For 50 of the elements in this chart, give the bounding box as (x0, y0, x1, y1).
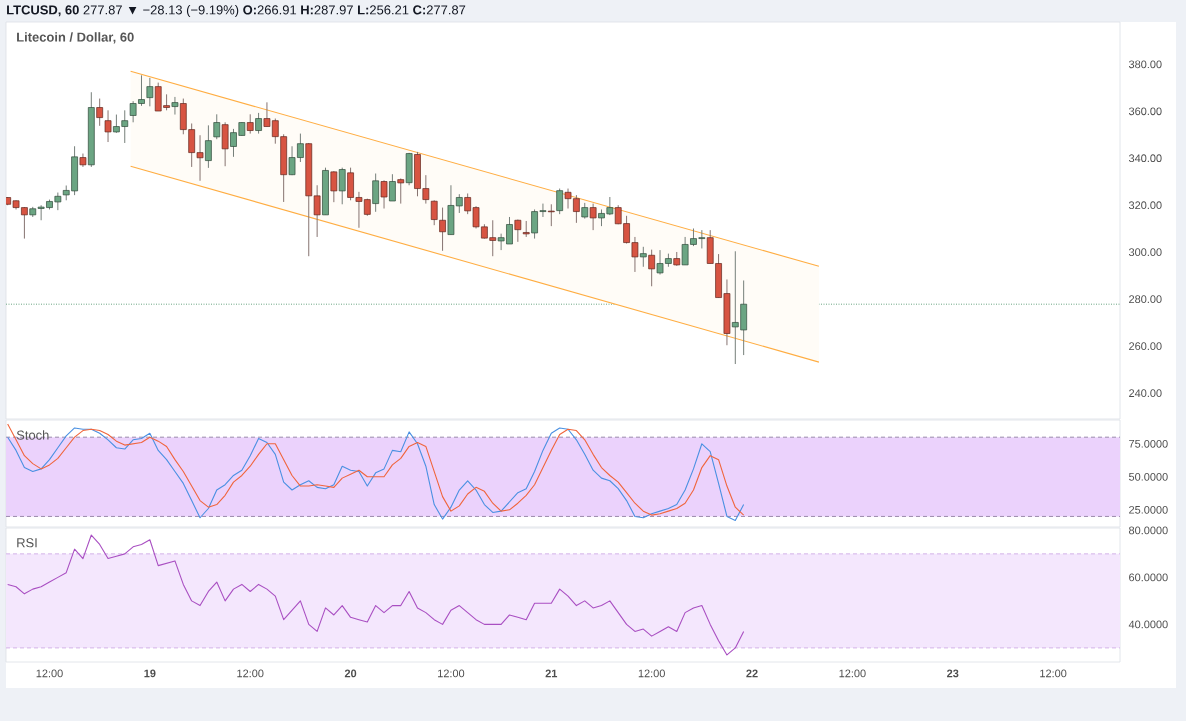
y-tick-label: 320.00 (1128, 201, 1162, 210)
candlestick (430, 199, 438, 226)
text: Litecoin / Dollar, 60 (17, 32, 134, 44)
candlestick (246, 113, 254, 135)
y-tick-label: 380.00 (1128, 60, 1162, 69)
candlestick (104, 109, 112, 143)
x-tick-label: 12:00 (36, 669, 63, 678)
y-tick-label: 340.00 (1128, 154, 1162, 163)
y-tick-label: 300.00 (1128, 248, 1162, 257)
candlestick (372, 173, 380, 213)
candlestick (338, 167, 346, 205)
candlestick (96, 98, 104, 127)
x-tick-label: 12:00 (438, 669, 465, 678)
candlestick (205, 124, 212, 169)
y-tick-label: 50.0000 (1128, 472, 1168, 481)
x-tick-label: 23 (947, 669, 959, 678)
x-tick-label: 12:00 (1040, 669, 1067, 678)
candlestick (439, 207, 446, 252)
y-tick-label: 280.00 (1129, 295, 1162, 304)
y-tick-label: 360.00 (1128, 107, 1162, 116)
x-tick-label: 21 (545, 669, 558, 678)
y-tick-label: 40.0000 (1128, 620, 1168, 629)
x-tick-label: 22 (746, 669, 758, 678)
text: RSI (17, 538, 37, 548)
y-tick-label: 80.0000 (1129, 526, 1168, 535)
text: LTCUSD, 60 277.87 ▼ −28.13 (−9.19%) O:266.91 H:287.97 L:256.21 C:277.87 (7, 4, 466, 18)
candlestick (213, 113, 221, 140)
candlestick (380, 179, 388, 210)
y-tick-label: 260.00 (1129, 342, 1162, 351)
candlestick (556, 188, 564, 215)
candlestick (146, 77, 154, 107)
y-tick-label: 75.0000 (1129, 439, 1168, 448)
candlestick (589, 203, 597, 231)
text: Stoch (16, 430, 49, 440)
x-tick-label: 12:00 (237, 669, 264, 678)
y-tick-label: 60.0000 (1129, 573, 1168, 582)
y-tick-label: 25.0000 (1129, 505, 1168, 514)
x-tick-label: 12:00 (839, 669, 866, 678)
candlestick (648, 249, 656, 287)
candlestick (397, 177, 405, 205)
candlestick (389, 173, 396, 202)
candlestick (330, 170, 338, 203)
x-tick-label: 20 (344, 669, 357, 678)
x-tick-label: 12:00 (638, 669, 665, 678)
candlestick (255, 112, 262, 135)
candlestick (171, 96, 179, 116)
y-tick-label: 240.00 (1129, 389, 1162, 398)
candlestick (639, 246, 647, 268)
x-tick-label: 19 (144, 669, 156, 678)
candlestick (547, 203, 555, 227)
